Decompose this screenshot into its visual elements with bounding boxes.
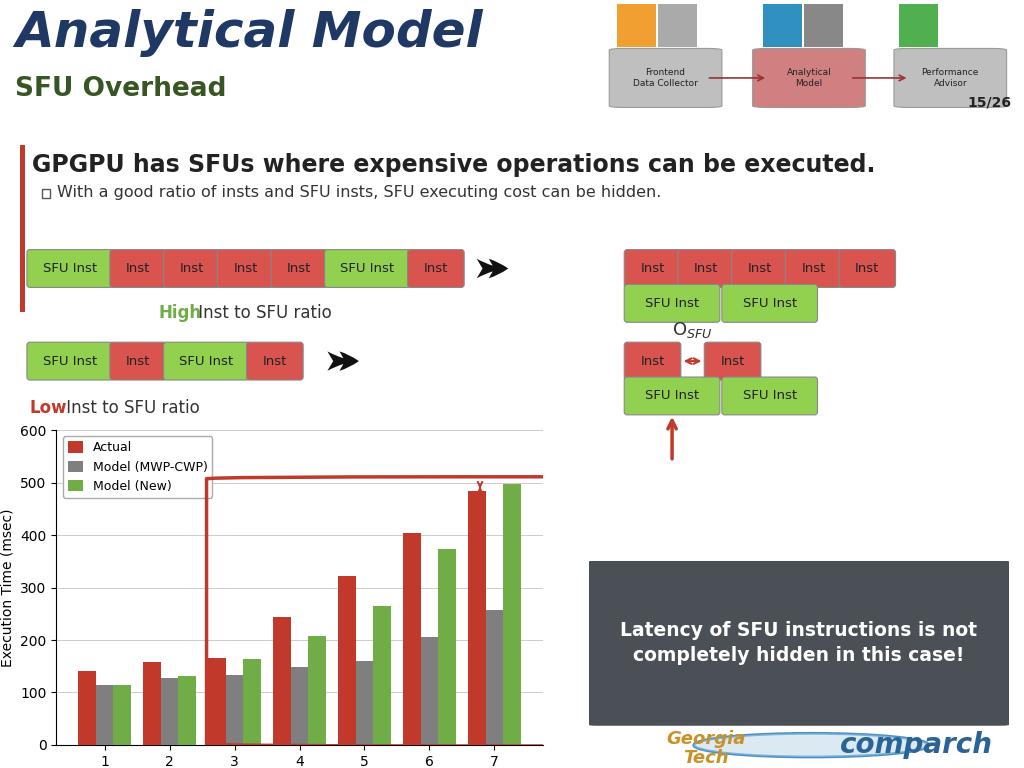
Bar — [20, 145, 25, 313]
Text: Inst: Inst — [233, 262, 258, 275]
Text: SFU Inst: SFU Inst — [341, 262, 394, 275]
Text: SFU Inst: SFU Inst — [179, 355, 233, 368]
Text: comparch: comparch — [840, 731, 993, 759]
Bar — [244, 660, 261, 745]
FancyBboxPatch shape — [722, 284, 817, 323]
Text: Inst: Inst — [855, 262, 880, 275]
Text: Inst: Inst — [179, 262, 204, 275]
FancyBboxPatch shape — [705, 343, 761, 380]
Text: Frontend
Data Collector: Frontend Data Collector — [633, 68, 698, 88]
Bar — [178, 676, 196, 745]
FancyBboxPatch shape — [110, 343, 167, 380]
Bar — [658, 5, 697, 47]
Bar — [438, 549, 456, 745]
FancyBboxPatch shape — [722, 377, 817, 415]
Text: With a good ratio of insts and SFU insts, SFU executing cost can be hidden.: With a good ratio of insts and SFU insts… — [57, 185, 662, 200]
FancyBboxPatch shape — [625, 343, 681, 380]
FancyBboxPatch shape — [271, 250, 328, 287]
Bar — [226, 675, 244, 745]
Bar — [42, 189, 50, 198]
Text: High: High — [159, 304, 202, 323]
Text: Inst: Inst — [640, 355, 665, 368]
Bar — [899, 5, 938, 47]
Bar — [114, 684, 131, 745]
Text: Inst: Inst — [640, 262, 665, 275]
FancyBboxPatch shape — [894, 48, 1007, 108]
Bar — [79, 671, 96, 745]
Bar — [485, 610, 503, 745]
Text: Inst: Inst — [802, 262, 825, 275]
Legend: Actual, Model (MWP-CWP), Model (New): Actual, Model (MWP-CWP), Model (New) — [62, 436, 212, 498]
Bar — [96, 684, 114, 745]
FancyBboxPatch shape — [325, 250, 411, 287]
Bar — [503, 484, 520, 745]
Bar — [143, 662, 161, 745]
FancyBboxPatch shape — [217, 250, 273, 287]
Text: Latency of SFU instructions is not
completely hidden in this case!: Latency of SFU instructions is not compl… — [621, 621, 977, 665]
Bar — [763, 5, 802, 47]
FancyBboxPatch shape — [839, 250, 896, 287]
Text: Inst: Inst — [287, 262, 311, 275]
Text: SFU Inst: SFU Inst — [43, 355, 97, 368]
Bar — [403, 534, 421, 745]
Text: Inst: Inst — [748, 262, 772, 275]
Bar — [308, 636, 326, 745]
FancyBboxPatch shape — [625, 284, 720, 323]
FancyBboxPatch shape — [625, 250, 681, 287]
Bar — [421, 637, 438, 745]
Text: O$_{SFU}$: O$_{SFU}$ — [673, 320, 713, 340]
Bar — [208, 658, 226, 745]
Bar — [291, 667, 308, 745]
FancyBboxPatch shape — [731, 250, 788, 287]
Text: Inst to SFU ratio: Inst to SFU ratio — [61, 399, 200, 417]
Text: Inst to SFU ratio: Inst to SFU ratio — [193, 304, 332, 323]
Bar — [804, 5, 843, 47]
Text: SFU Overhead: SFU Overhead — [15, 76, 227, 101]
Bar — [355, 661, 373, 745]
Bar — [468, 492, 485, 745]
FancyBboxPatch shape — [164, 250, 220, 287]
FancyBboxPatch shape — [785, 250, 842, 287]
Text: SFU Inst: SFU Inst — [742, 389, 797, 402]
FancyBboxPatch shape — [577, 561, 1021, 726]
Text: Georgia: Georgia — [667, 730, 746, 748]
FancyBboxPatch shape — [753, 48, 865, 108]
Bar — [617, 5, 656, 47]
Text: Tech: Tech — [684, 749, 729, 766]
FancyBboxPatch shape — [247, 343, 303, 380]
Text: Low: Low — [30, 399, 68, 417]
Text: Performance
Advisor: Performance Advisor — [922, 68, 979, 88]
Text: SFU Inst: SFU Inst — [742, 297, 797, 310]
Text: Inst: Inst — [694, 262, 719, 275]
Text: GPGPU has SFUs where expensive operations can be executed.: GPGPU has SFUs where expensive operation… — [32, 153, 876, 177]
Circle shape — [693, 733, 929, 757]
FancyBboxPatch shape — [27, 343, 113, 380]
Text: Inst: Inst — [126, 262, 151, 275]
Text: Analytical Model: Analytical Model — [15, 9, 483, 57]
Bar — [161, 678, 178, 745]
FancyBboxPatch shape — [110, 250, 167, 287]
Text: Inst: Inst — [262, 355, 287, 368]
FancyBboxPatch shape — [408, 250, 464, 287]
Y-axis label: Execution Time (msec): Execution Time (msec) — [1, 508, 14, 667]
FancyBboxPatch shape — [625, 377, 720, 415]
Bar — [373, 606, 391, 745]
FancyBboxPatch shape — [609, 48, 722, 108]
Text: Inst: Inst — [424, 262, 449, 275]
Text: SFU Inst: SFU Inst — [645, 389, 699, 402]
FancyBboxPatch shape — [164, 343, 250, 380]
Text: SFU Inst: SFU Inst — [43, 262, 97, 275]
Text: Inst: Inst — [126, 355, 151, 368]
Text: Inst: Inst — [721, 355, 744, 368]
Text: SFU Inst: SFU Inst — [645, 297, 699, 310]
Bar — [338, 576, 355, 745]
Bar — [273, 617, 291, 745]
FancyBboxPatch shape — [27, 250, 113, 287]
FancyBboxPatch shape — [678, 250, 734, 287]
Text: 15/26: 15/26 — [968, 95, 1012, 109]
Text: Analytical
Model: Analytical Model — [786, 68, 831, 88]
